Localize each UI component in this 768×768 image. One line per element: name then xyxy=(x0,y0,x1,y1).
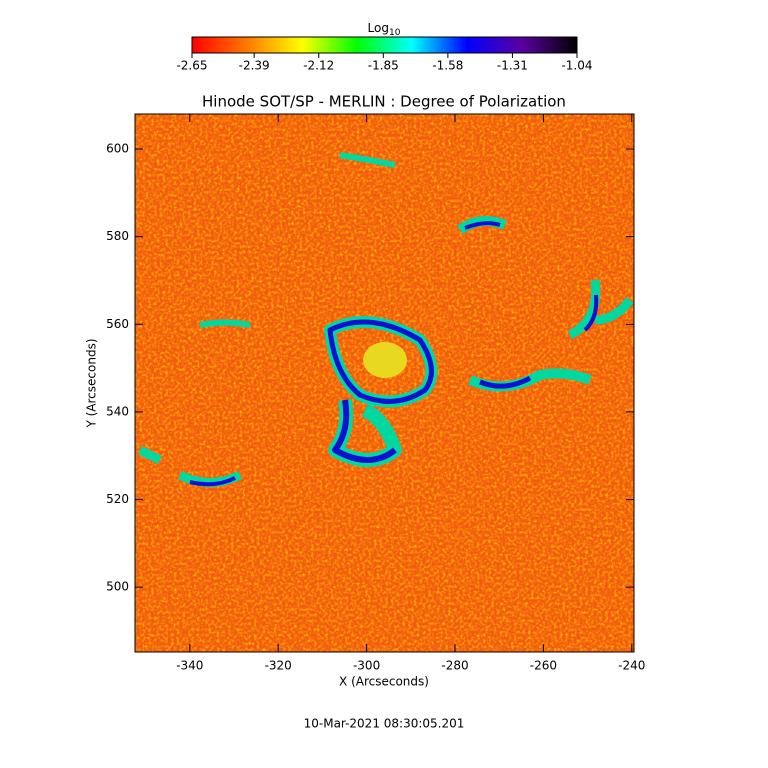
colorbar-tick-label: -1.85 xyxy=(368,59,399,73)
colorbar-tick-label: -2.65 xyxy=(176,59,207,73)
y-tick-label: 600 xyxy=(106,142,129,156)
colorbar xyxy=(191,36,578,54)
x-tick-label: -260 xyxy=(530,659,557,673)
y-tick-label: 520 xyxy=(106,492,129,506)
colorbar-label: Log10 xyxy=(368,21,401,38)
colorbar-tick-label: -1.04 xyxy=(561,59,592,73)
polarization-features xyxy=(137,152,634,487)
x-tick-label: -280 xyxy=(441,659,468,673)
plot-frame xyxy=(134,113,635,653)
x-axis-label: X (Arcseconds) xyxy=(339,675,429,689)
y-tick-label: 540 xyxy=(106,404,129,418)
y-tick-label: 560 xyxy=(106,317,129,331)
x-tick-label: -340 xyxy=(176,659,203,673)
x-tick-label: -240 xyxy=(618,659,645,673)
y-tick-label: 500 xyxy=(106,580,129,594)
x-tick-label: -320 xyxy=(265,659,292,673)
heatmap-texture xyxy=(135,114,634,652)
chart-title: Hinode SOT/SP - MERLIN : Degree of Polar… xyxy=(202,93,566,111)
colorbar-tick-label: -1.58 xyxy=(432,59,463,73)
y-axis-label: Y (Arcseconds) xyxy=(85,338,99,428)
x-tick-label: -300 xyxy=(353,659,380,673)
heatmap-image xyxy=(135,114,634,652)
footer-timestamp: 10-Mar-2021 08:30:05.201 xyxy=(304,717,465,731)
colorbar-tick-label: -2.39 xyxy=(239,59,270,73)
colorbar-label-sub: 10 xyxy=(389,28,401,38)
y-tick-label: 580 xyxy=(106,229,129,243)
colorbar-tick-label: -2.12 xyxy=(303,59,334,73)
colorbar-tick-label: -1.31 xyxy=(497,59,528,73)
colorbar-label-main: Log xyxy=(368,21,389,35)
